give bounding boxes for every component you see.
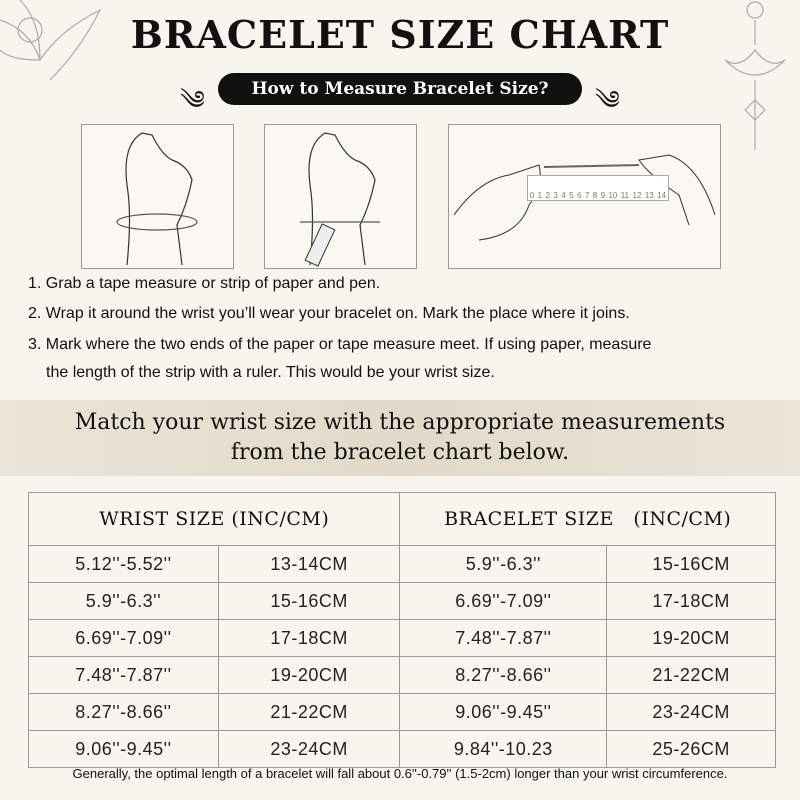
ruler-label: 11 — [620, 191, 630, 200]
cell-wrist-inches: 6.69''-7.09'' — [28, 619, 219, 657]
cell-wrist-inches: 5.9''-6.3'' — [28, 582, 219, 620]
cell-bracelet-cm: 19-20CM — [606, 619, 776, 657]
ruler-label: 5 — [569, 191, 574, 200]
table-header-row: WRIST SIZE (INC/CM) BRACELET SIZE (INC/C… — [27, 492, 776, 546]
cell-wrist-inches: 9.06''-9.45'' — [28, 730, 219, 768]
size-table: WRIST SIZE (INC/CM) BRACELET SIZE (INC/C… — [27, 492, 776, 768]
hand-wrap-illustration — [81, 124, 234, 269]
instruction-step-3: 3. Mark where the two ends of the paper … — [28, 336, 652, 353]
table-row: 7.48''-7.87'' 19-20CM 8.27''-8.66'' 21-22CM — [28, 656, 776, 694]
flourish-left-icon: ༄ — [180, 85, 205, 115]
cell-bracelet-inches: 8.27''-8.66'' — [399, 656, 608, 694]
cell-bracelet-cm: 17-18CM — [606, 582, 776, 620]
ruler-label: 14 — [657, 191, 667, 200]
lotus-hanging-decoration — [724, 1, 786, 150]
ruler-label: 0 — [529, 191, 535, 200]
ruler-label: 2 — [545, 191, 550, 200]
table-row: 8.27''-8.66'' 21-22CM 9.06''-9.45'' 23-24CM — [28, 693, 776, 731]
subtitle-pill: How to Measure Bracelet Size? — [218, 73, 582, 105]
cell-bracelet-cm: 25-26CM — [606, 730, 776, 768]
cell-wrist-cm: 15-16CM — [217, 582, 401, 620]
ruler-label: 7 — [584, 191, 590, 200]
instruction-step-1: 1. Grab a tape measure or strip of paper… — [28, 275, 381, 292]
cell-wrist-cm: 19-20CM — [217, 656, 401, 694]
ruler-label: 8 — [592, 191, 598, 200]
ruler-label: 10 — [608, 191, 618, 200]
cell-bracelet-inches: 9.84''-10.23 — [399, 730, 608, 768]
table-row: 9.06''-9.45'' 23-24CM 9.84''-10.23 25-26CM — [28, 730, 776, 768]
instruction-step-2: 2. Wrap it around the wrist you’ll wear … — [28, 305, 630, 322]
hand-mark-illustration — [264, 124, 417, 269]
table-row: 5.12''-5.52'' 13-14CM 5.9''-6.3'' 15-16CM — [28, 545, 776, 583]
cell-bracelet-inches: 9.06''-9.45'' — [399, 693, 608, 731]
flourish-right-icon: ༄ — [595, 85, 620, 115]
ruler-label: 3 — [553, 191, 558, 200]
page-title: BRACELET SIZE CHART — [130, 12, 670, 57]
cell-wrist-cm: 17-18CM — [217, 619, 401, 657]
cell-bracelet-cm: 21-22CM — [606, 656, 776, 694]
ruler: 0 1 2 3 4 5 6 7 8 9 10 11 12 13 14 — [527, 175, 669, 201]
match-banner — [0, 400, 800, 476]
cell-bracelet-cm: 23-24CM — [606, 693, 776, 731]
cell-bracelet-inches: 5.9''-6.3'' — [399, 545, 608, 583]
table-row: 5.9''-6.3'' 15-16CM 6.69''-7.09'' 17-18CM — [28, 582, 776, 620]
header-wrist-size: WRIST SIZE (INC/CM) — [27, 492, 401, 546]
header-bracelet-size: BRACELET SIZE (INC/CM) — [399, 492, 776, 546]
ruler-label: 1 — [537, 191, 543, 200]
ruler-label: 6 — [576, 191, 582, 200]
cell-bracelet-inches: 7.48''-7.87'' — [399, 619, 608, 657]
ruler-label: 9 — [600, 191, 606, 200]
ruler-measure-illustration: 0 1 2 3 4 5 6 7 8 9 10 11 12 13 14 — [448, 124, 721, 269]
cell-wrist-cm: 23-24CM — [217, 730, 401, 768]
cell-bracelet-inches: 6.69''-7.09'' — [399, 582, 608, 620]
banner-line-1: Match your wrist size with the appropria… — [74, 410, 726, 435]
lotus-corner-decoration — [0, 0, 102, 81]
cell-wrist-cm: 21-22CM — [217, 693, 401, 731]
banner-line-2: from the bracelet chart below. — [230, 440, 570, 465]
ruler-label: 4 — [561, 191, 566, 200]
cell-wrist-cm: 13-14CM — [217, 545, 401, 583]
ruler-label: 13 — [644, 191, 654, 200]
cell-bracelet-cm: 15-16CM — [606, 545, 776, 583]
cell-wrist-inches: 5.12''-5.52'' — [28, 545, 219, 583]
instruction-step-3-continued: the length of the strip with a ruler. Th… — [46, 364, 495, 381]
ruler-label: 12 — [632, 191, 642, 200]
footer-note: Generally, the optimal length of a brace… — [72, 766, 728, 781]
cell-wrist-inches: 7.48''-7.87'' — [28, 656, 219, 694]
cell-wrist-inches: 8.27''-8.66'' — [28, 693, 219, 731]
table-row: 6.69''-7.09'' 17-18CM 7.48''-7.87'' 19-20CM — [28, 619, 776, 657]
